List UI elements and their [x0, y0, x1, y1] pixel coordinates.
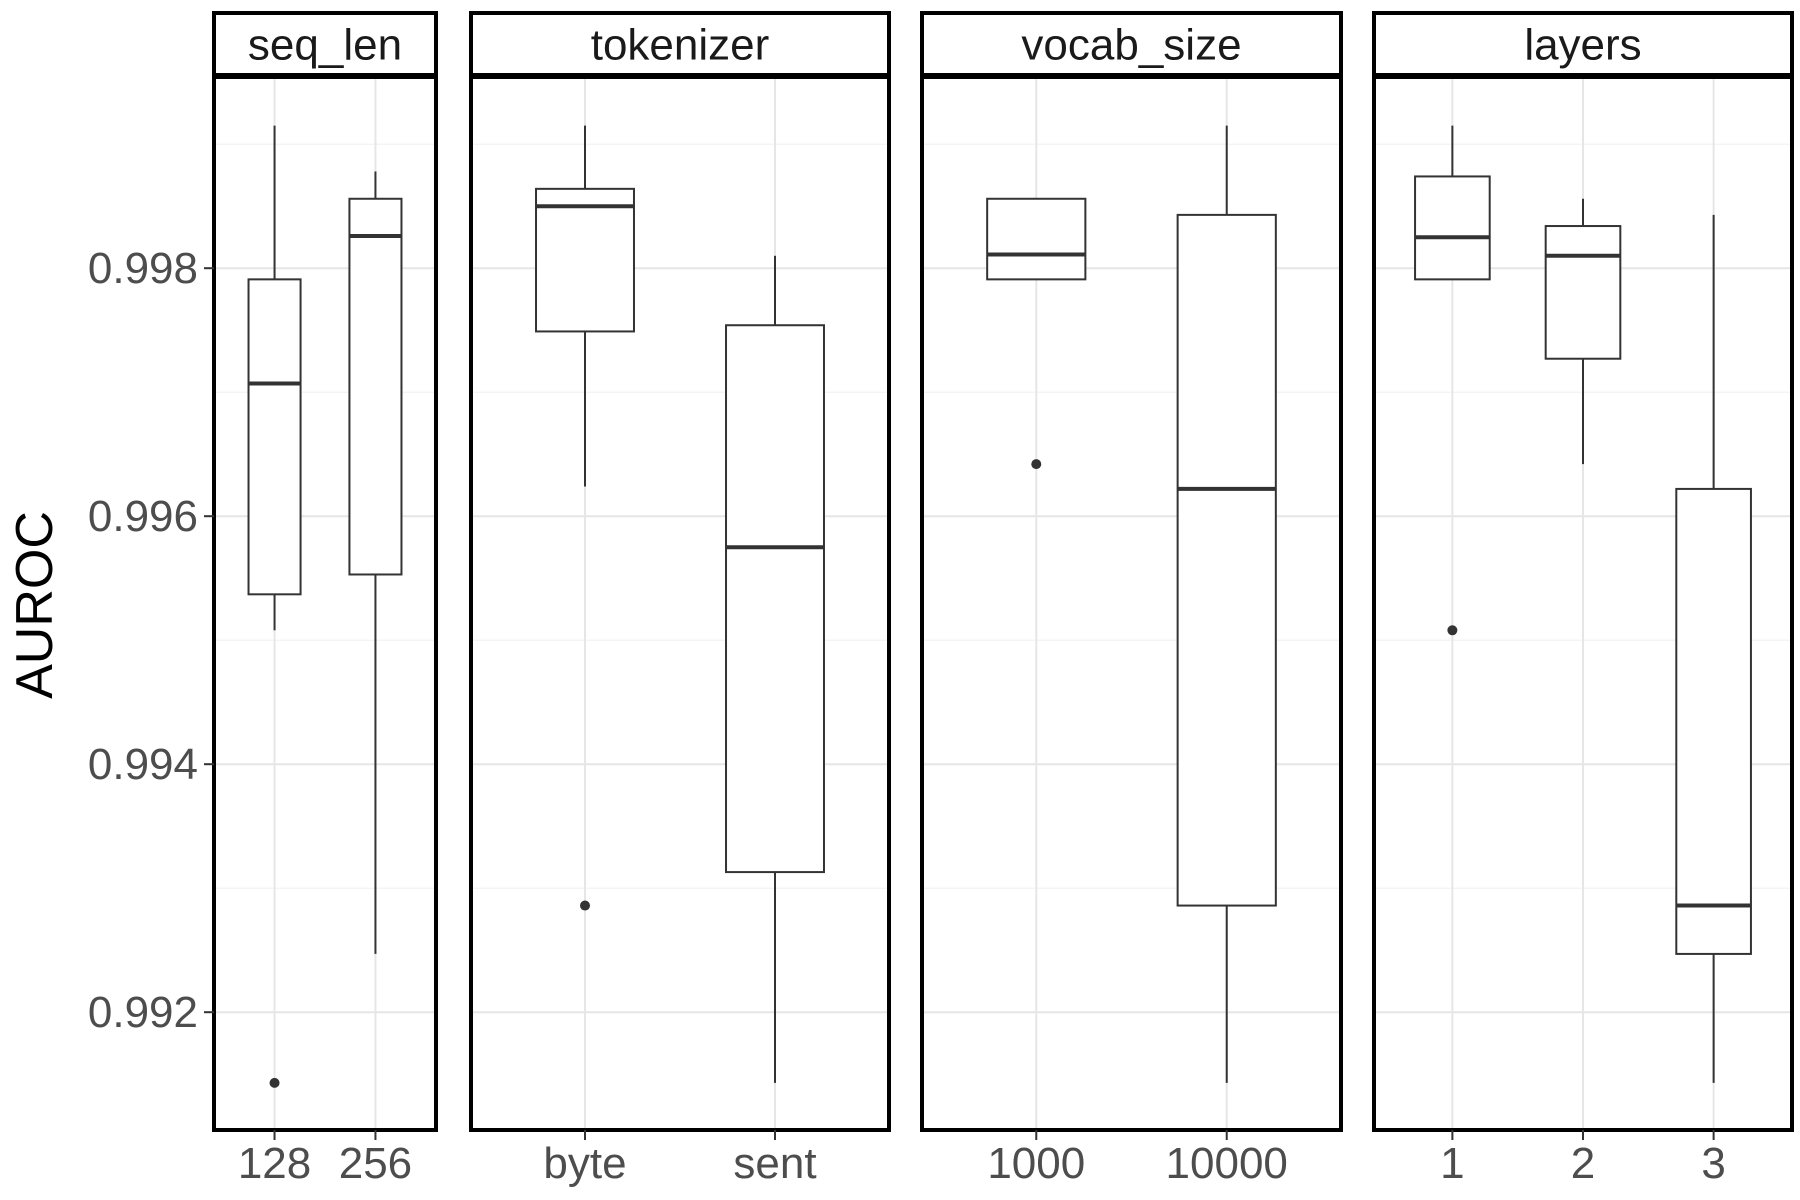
label-layer: 0.998 0.996 0.994 0.992 seq_len 128 256 tokeniz… [88, 21, 1726, 1189]
strip-box [920, 11, 1343, 78]
x-tick-label: byte [543, 1139, 626, 1188]
box-iqr [348, 197, 403, 576]
outlier-point [269, 1077, 280, 1088]
y-tick-label: 0.996 [88, 492, 198, 541]
box-iqr [247, 278, 302, 596]
y-tick-label: 0.994 [88, 740, 198, 789]
outlier-point [1447, 625, 1458, 636]
box-iqr [1675, 487, 1752, 955]
panel-border [920, 74, 1343, 1132]
x-tick-label: 10000 [1166, 1139, 1288, 1188]
x-tick-label: sent [733, 1139, 816, 1188]
x-tick-label: 3 [1701, 1139, 1725, 1188]
box-layer [247, 125, 1752, 1088]
x-tick-label: 2 [1571, 1139, 1595, 1188]
panel-border [469, 74, 891, 1132]
strip-label: tokenizer [591, 21, 770, 70]
box-iqr [535, 187, 635, 333]
strip-box [212, 11, 438, 78]
y-tick-label: 0.998 [88, 244, 198, 293]
y-tick-label: 0.992 [88, 988, 198, 1037]
y-axis-title: AUROC [6, 511, 64, 699]
box-iqr [1544, 225, 1622, 360]
strip-label: vocab_size [1021, 21, 1241, 70]
x-tick-label: 1 [1440, 1139, 1464, 1188]
box-iqr [986, 197, 1087, 281]
x-tick-label: 1000 [987, 1139, 1085, 1188]
panel-border [212, 74, 438, 1132]
box-iqr [725, 324, 825, 874]
box-iqr [1414, 175, 1491, 281]
box-iqr [1176, 213, 1277, 907]
x-tick-label: 128 [238, 1139, 311, 1188]
frame-layer [212, 11, 1794, 1132]
outlier-point [1031, 459, 1042, 470]
strip-label: seq_len [248, 21, 402, 70]
x-tick-label: 256 [339, 1139, 412, 1188]
strip-label: layers [1524, 21, 1641, 70]
outlier-point [580, 900, 590, 911]
strip-box [1372, 11, 1794, 78]
